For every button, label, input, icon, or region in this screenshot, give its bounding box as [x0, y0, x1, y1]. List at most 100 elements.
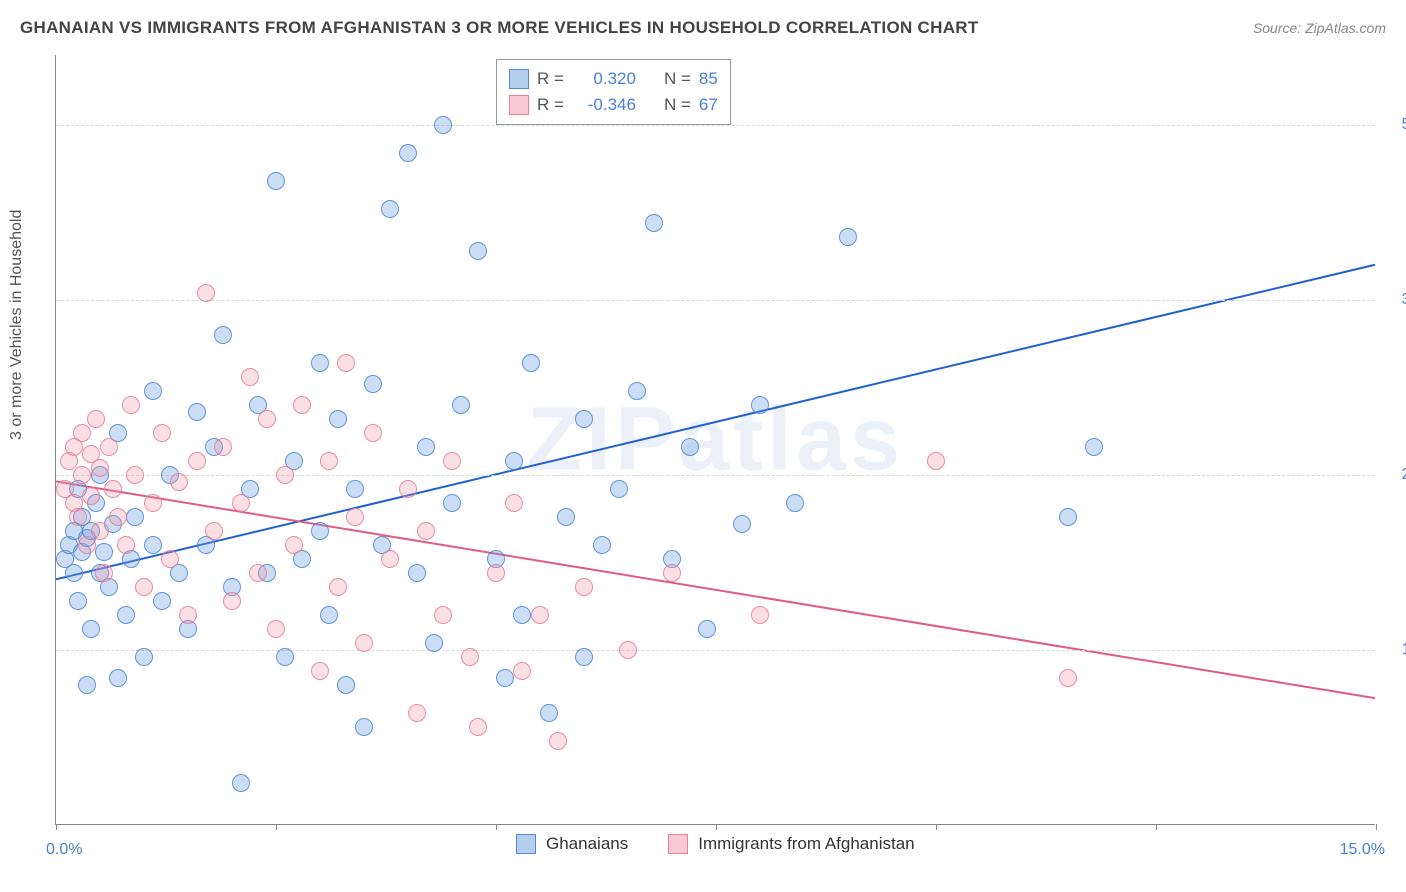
- scatter-point: [364, 424, 382, 442]
- scatter-point: [434, 606, 452, 624]
- scatter-point: [381, 550, 399, 568]
- scatter-point: [443, 452, 461, 470]
- scatter-point: [1085, 438, 1103, 456]
- legend-r-value-pink: -0.346: [572, 92, 636, 118]
- source-label: Source: ZipAtlas.com: [1253, 20, 1386, 36]
- scatter-point: [311, 354, 329, 372]
- scatter-point: [381, 200, 399, 218]
- gridline-h: [56, 125, 1375, 126]
- scatter-point: [399, 480, 417, 498]
- chart-title: GHANAIAN VS IMMIGRANTS FROM AFGHANISTAN …: [20, 18, 979, 38]
- legend-bottom: Ghanaians Immigrants from Afghanistan: [516, 834, 915, 854]
- legend-r-label: R =: [537, 92, 564, 118]
- scatter-point: [513, 606, 531, 624]
- scatter-point: [161, 550, 179, 568]
- scatter-point: [469, 242, 487, 260]
- scatter-point: [267, 620, 285, 638]
- scatter-point: [610, 480, 628, 498]
- legend-n-value-pink: 67: [699, 92, 718, 118]
- scatter-point: [87, 410, 105, 428]
- scatter-point: [170, 473, 188, 491]
- scatter-point: [95, 543, 113, 561]
- scatter-point: [452, 396, 470, 414]
- scatter-point: [346, 480, 364, 498]
- y-tick-label: 50.0%: [1387, 116, 1406, 134]
- scatter-point: [443, 494, 461, 512]
- scatter-point: [733, 515, 751, 533]
- scatter-point: [78, 536, 96, 554]
- scatter-point: [337, 354, 355, 372]
- scatter-point: [505, 494, 523, 512]
- legend-swatch-pink: [509, 95, 529, 115]
- scatter-point: [417, 522, 435, 540]
- trend-lines-svg: [56, 55, 1375, 824]
- x-tick: [936, 824, 937, 830]
- scatter-point: [241, 368, 259, 386]
- scatter-point: [214, 326, 232, 344]
- legend-swatch-pink: [668, 834, 688, 854]
- scatter-point: [197, 284, 215, 302]
- scatter-point: [593, 536, 611, 554]
- scatter-point: [276, 466, 294, 484]
- scatter-point: [117, 536, 135, 554]
- scatter-point: [73, 466, 91, 484]
- legend-item-pink: Immigrants from Afghanistan: [668, 834, 914, 854]
- scatter-point: [293, 396, 311, 414]
- scatter-point: [144, 494, 162, 512]
- legend-label-pink: Immigrants from Afghanistan: [698, 834, 914, 854]
- scatter-point: [575, 578, 593, 596]
- scatter-point: [73, 424, 91, 442]
- scatter-point: [95, 564, 113, 582]
- scatter-point: [69, 592, 87, 610]
- x-tick: [56, 824, 57, 830]
- scatter-point: [619, 641, 637, 659]
- scatter-point: [681, 438, 699, 456]
- legend-n-label: N =: [664, 92, 691, 118]
- scatter-point: [575, 648, 593, 666]
- scatter-point: [487, 564, 505, 582]
- scatter-point: [100, 438, 118, 456]
- scatter-point: [258, 410, 276, 428]
- x-tick: [716, 824, 717, 830]
- scatter-point: [549, 732, 567, 750]
- trend-line: [56, 481, 1375, 698]
- scatter-point: [135, 578, 153, 596]
- scatter-point: [91, 459, 109, 477]
- y-tick-label: 37.5%: [1387, 291, 1406, 309]
- scatter-point: [663, 564, 681, 582]
- scatter-point: [408, 704, 426, 722]
- legend-r-label: R =: [537, 66, 564, 92]
- legend-stats-row-pink: R = -0.346 N = 67: [509, 92, 718, 118]
- scatter-point: [496, 669, 514, 687]
- scatter-point: [91, 522, 109, 540]
- x-tick: [1376, 824, 1377, 830]
- scatter-point: [267, 172, 285, 190]
- scatter-point: [320, 452, 338, 470]
- scatter-point: [531, 606, 549, 624]
- scatter-point: [408, 564, 426, 582]
- gridline-h: [56, 650, 1375, 651]
- scatter-point: [188, 452, 206, 470]
- scatter-point: [839, 228, 857, 246]
- scatter-point: [232, 494, 250, 512]
- scatter-point: [117, 606, 135, 624]
- scatter-point: [329, 410, 347, 428]
- scatter-point: [575, 410, 593, 428]
- legend-item-blue: Ghanaians: [516, 834, 628, 854]
- scatter-point: [320, 606, 338, 624]
- legend-swatch-blue: [516, 834, 536, 854]
- scatter-point: [425, 634, 443, 652]
- scatter-point: [144, 536, 162, 554]
- scatter-point: [1059, 669, 1077, 687]
- scatter-point: [144, 382, 162, 400]
- scatter-point: [522, 354, 540, 372]
- scatter-point: [346, 508, 364, 526]
- x-tick-label-min: 0.0%: [46, 841, 82, 859]
- legend-n-value-blue: 85: [699, 66, 718, 92]
- scatter-point: [69, 508, 87, 526]
- x-tick: [1156, 824, 1157, 830]
- scatter-point: [153, 592, 171, 610]
- scatter-point: [249, 564, 267, 582]
- scatter-point: [135, 648, 153, 666]
- legend-swatch-blue: [509, 69, 529, 89]
